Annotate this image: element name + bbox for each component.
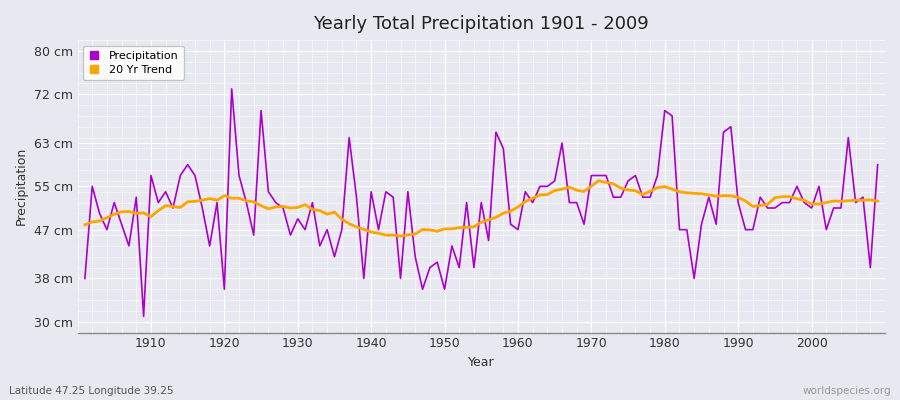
20 Yr Trend	[616, 186, 626, 190]
Precipitation	[146, 173, 157, 178]
20 Yr Trend	[139, 210, 149, 215]
Precipitation	[314, 244, 325, 248]
Text: Latitude 47.25 Longitude 39.25: Latitude 47.25 Longitude 39.25	[9, 386, 174, 396]
20 Yr Trend	[395, 234, 406, 238]
X-axis label: Year: Year	[468, 356, 495, 369]
20 Yr Trend	[79, 222, 90, 227]
Precipitation	[358, 276, 369, 281]
Precipitation	[520, 189, 531, 194]
20 Yr Trend	[593, 178, 604, 183]
20 Yr Trend	[513, 204, 524, 209]
20 Yr Trend	[300, 202, 310, 207]
Title: Yearly Total Precipitation 1901 - 2009: Yearly Total Precipitation 1901 - 2009	[313, 15, 649, 33]
Precipitation	[616, 195, 626, 200]
20 Yr Trend	[520, 199, 531, 204]
Precipitation	[226, 86, 237, 91]
Line: Precipitation: Precipitation	[85, 89, 878, 316]
Text: worldspecies.org: worldspecies.org	[803, 386, 891, 396]
20 Yr Trend	[344, 221, 355, 226]
Y-axis label: Precipitation: Precipitation	[15, 147, 28, 226]
Precipitation	[139, 314, 149, 319]
Line: 20 Yr Trend: 20 Yr Trend	[85, 181, 878, 236]
20 Yr Trend	[872, 199, 883, 204]
Precipitation	[872, 162, 883, 167]
Precipitation	[527, 200, 538, 205]
Precipitation	[79, 276, 90, 281]
Legend: Precipitation, 20 Yr Trend: Precipitation, 20 Yr Trend	[83, 46, 184, 80]
